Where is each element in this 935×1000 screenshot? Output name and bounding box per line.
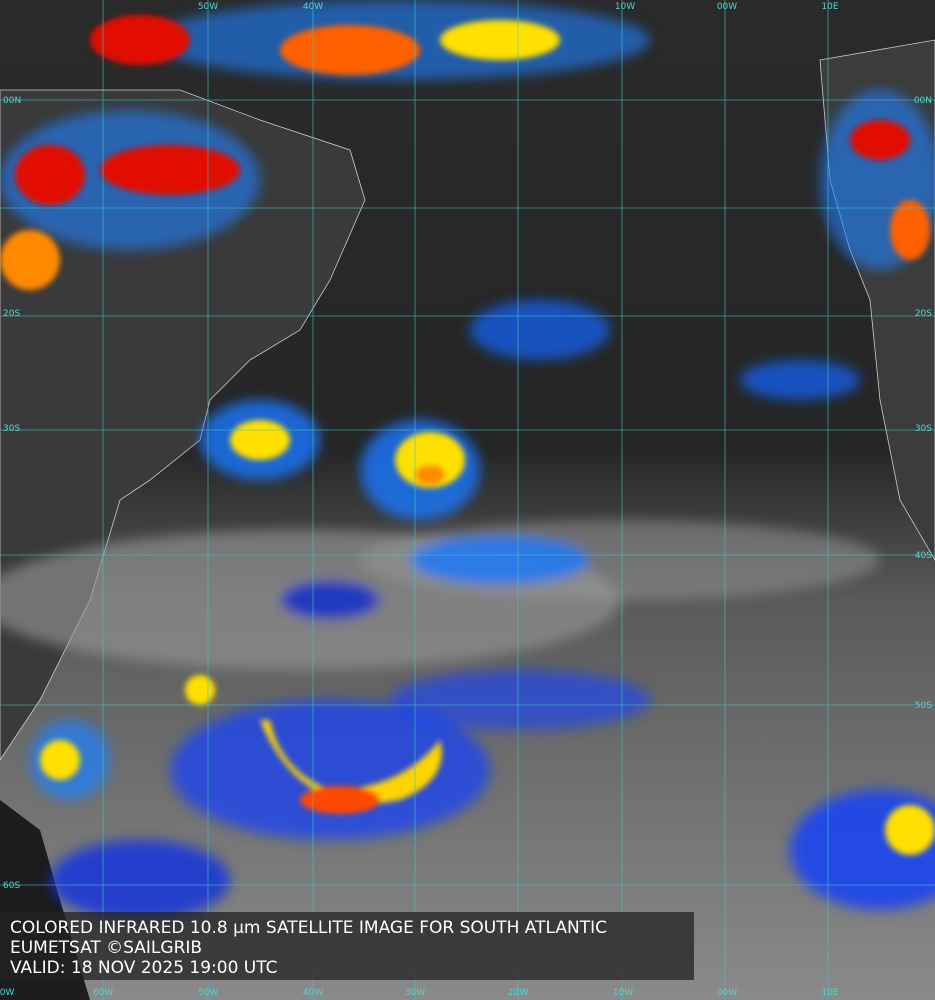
grid-label: 50S <box>915 701 932 711</box>
grid-label: 10E <box>821 2 838 12</box>
grid-label: 40W <box>303 2 323 12</box>
grid-label: 00N <box>3 96 21 106</box>
grid-label: 20W <box>508 988 528 998</box>
grid-label: 30W <box>405 988 425 998</box>
grid-label: 10W <box>615 2 635 12</box>
grid-label: 50W <box>198 2 218 12</box>
grid-label: 40S <box>915 551 932 561</box>
grid-label: 30S <box>915 424 932 434</box>
caption-title: COLORED INFRARED 10.8 µm SATELLITE IMAGE… <box>10 918 607 938</box>
grid-label: 60W <box>93 988 113 998</box>
grid-label: 20S <box>915 309 932 319</box>
grid-label: 50W <box>198 988 218 998</box>
caption-valid-time: VALID: 18 NOV 2025 19:00 UTC <box>10 958 278 978</box>
caption-source: EUMETSAT ©SAILGRIB <box>10 938 202 958</box>
grid-label: 0W <box>0 988 14 998</box>
grid-label: 10E <box>821 988 838 998</box>
grid-label: 30S <box>3 424 20 434</box>
caption-box <box>0 912 694 980</box>
grid-label: 00N <box>914 96 932 106</box>
grid-label: 00W <box>717 988 737 998</box>
grid-label: 40W <box>303 988 323 998</box>
grid-label: 00W <box>717 2 737 12</box>
grid-label: 60S <box>3 881 20 891</box>
grid-label: 10W <box>613 988 633 998</box>
grid-label: 20S <box>3 309 20 319</box>
